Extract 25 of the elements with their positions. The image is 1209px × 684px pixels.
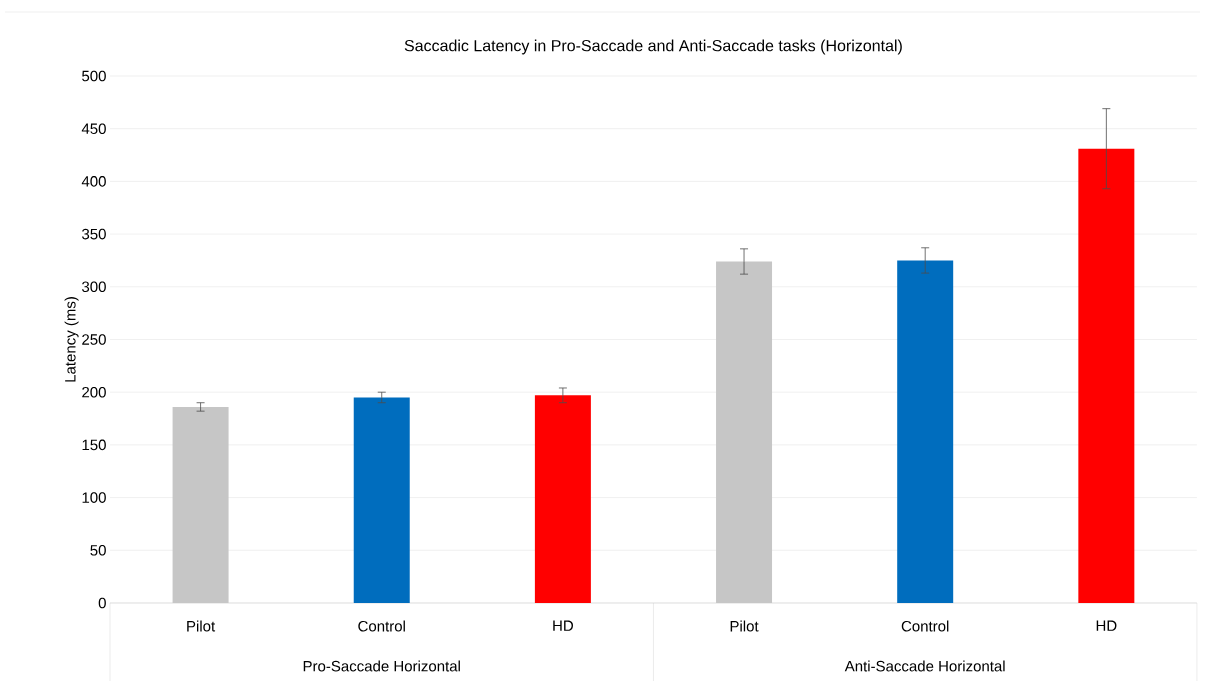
y-tick-label: 300 <box>82 281 106 293</box>
y-tick-label: 450 <box>81 123 106 134</box>
y-tick-label: 50 <box>90 544 106 556</box>
x-tick-label: HD <box>1096 620 1117 631</box>
x-tick-label: Pilot <box>730 620 759 632</box>
text: Anti-Saccade Horizontal <box>844 660 1005 672</box>
bar <box>534 395 591 603</box>
bar <box>1078 148 1135 603</box>
x-tick-label: Pilot <box>187 620 216 632</box>
text: Pro-Saccade Horizontal <box>303 660 460 672</box>
bar <box>353 397 410 603</box>
y-tick-label: 200 <box>82 386 106 398</box>
x-tick-label: Control <box>901 620 949 632</box>
y-tick-label: 100 <box>82 492 106 503</box>
chart-title: Saccadic Latency in Pro-Saccade and Anti-Saccade tasks (Horizontal) <box>404 39 902 55</box>
bar <box>897 260 954 603</box>
y-tick-label: 250 <box>82 334 106 345</box>
y-tick-label: 500 <box>82 70 106 82</box>
y-tick-label: 150 <box>82 439 106 451</box>
y-tick-label: 0 <box>98 597 106 609</box>
x-tick-label: HD <box>553 620 573 631</box>
y-tick-label: 400 <box>81 176 106 187</box>
x-tick-label: Control <box>358 620 405 632</box>
y-tick-label: 350 <box>82 228 106 240</box>
y-axis-title: Latency (ms) <box>64 297 79 382</box>
